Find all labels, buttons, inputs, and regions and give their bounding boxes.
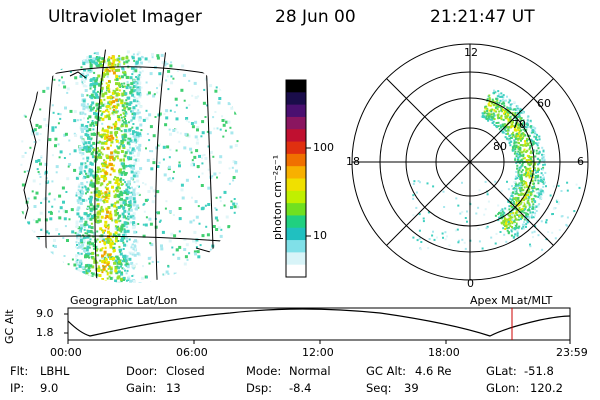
aurora-emission-geo bbox=[20, 50, 243, 283]
colorbar-cell bbox=[286, 178, 306, 192]
colorbar-cell bbox=[286, 252, 306, 266]
mlat-label-70: 70 bbox=[512, 118, 526, 131]
ip-label: IP: bbox=[10, 381, 25, 395]
filter-label: Flt: bbox=[10, 364, 29, 378]
altitude-ytick-9: 9.0 bbox=[36, 307, 54, 320]
aurora-emission-polar bbox=[412, 89, 581, 251]
glon-value: 120.2 bbox=[530, 381, 563, 395]
mlt-label-12: 12 bbox=[464, 46, 478, 59]
colorbar-tick-10: 10 bbox=[313, 229, 327, 242]
date-label: 28 Jun 00 bbox=[275, 7, 356, 27]
seq-value: 39 bbox=[404, 381, 419, 395]
glon-label: GLon: bbox=[486, 381, 520, 395]
colorbar-cell bbox=[286, 80, 306, 93]
glat-value: -51.8 bbox=[524, 364, 554, 378]
colorbar-cell bbox=[286, 141, 306, 155]
mlt-label-6: 6 bbox=[577, 155, 584, 168]
altitude-ylabel: GC Alt bbox=[3, 309, 16, 344]
mlat-label-80: 80 bbox=[493, 140, 507, 153]
gc-alt-label: GC Alt: bbox=[366, 364, 407, 378]
gain-label: Gain: bbox=[126, 381, 157, 395]
time-label: 21:21:47 UT bbox=[430, 7, 535, 27]
door-value: Closed bbox=[166, 364, 205, 378]
mlat-label-60: 60 bbox=[537, 97, 551, 110]
time-tick-1200: 12:00 bbox=[302, 346, 334, 359]
colorbar-cell bbox=[286, 227, 306, 241]
geographic-image bbox=[12, 47, 248, 283]
seq-label: Seq: bbox=[366, 381, 392, 395]
colorbar-tick-100: 100 bbox=[313, 141, 334, 154]
mlt-label-18: 18 bbox=[346, 155, 360, 168]
gc-alt-value: 4.6 Re bbox=[415, 364, 452, 378]
gain-value: 13 bbox=[166, 381, 181, 395]
colorbar-cell bbox=[286, 240, 306, 253]
mode-label: Mode: bbox=[246, 364, 282, 378]
time-tick-1800: 18:00 bbox=[428, 346, 460, 359]
apex-caption: Apex MLat/MLT bbox=[470, 294, 553, 307]
dsp-label: Dsp: bbox=[246, 381, 273, 395]
mode-value: Normal bbox=[289, 364, 331, 378]
colorbar-unit-label: photon cm⁻²s⁻¹ bbox=[271, 154, 284, 240]
colorbar-cell bbox=[286, 129, 306, 143]
colorbar-cell bbox=[286, 92, 306, 106]
filter-value: LBHL bbox=[40, 364, 70, 378]
instrument-title: Ultraviolet Imager bbox=[48, 7, 202, 27]
colorbar-cell bbox=[286, 104, 306, 118]
colorbar-cell bbox=[286, 203, 306, 216]
time-tick-2359: 23:59 bbox=[556, 346, 588, 359]
colorbar-cell bbox=[286, 264, 306, 278]
geographic-caption: Geographic Lat/Lon bbox=[70, 294, 178, 307]
polar-plot bbox=[351, 43, 589, 281]
altitude-ytick-1-8: 1.8 bbox=[36, 326, 54, 339]
color-bar bbox=[285, 79, 311, 278]
colorbar-cell bbox=[286, 190, 306, 204]
colorbar-cell bbox=[286, 215, 306, 229]
colorbar-cell bbox=[286, 166, 306, 179]
door-label: Door: bbox=[126, 364, 158, 378]
dsp-value: -8.4 bbox=[289, 381, 312, 395]
time-tick-0000: 00:00 bbox=[50, 346, 82, 359]
time-tick-0600: 06:00 bbox=[176, 346, 208, 359]
colorbar-cell bbox=[286, 116, 306, 130]
ip-value: 9.0 bbox=[40, 381, 59, 395]
glat-label: GLat: bbox=[486, 364, 517, 378]
mlt-label-0: 0 bbox=[467, 277, 474, 290]
colorbar-cell bbox=[286, 153, 306, 167]
altitude-plot bbox=[64, 307, 571, 344]
